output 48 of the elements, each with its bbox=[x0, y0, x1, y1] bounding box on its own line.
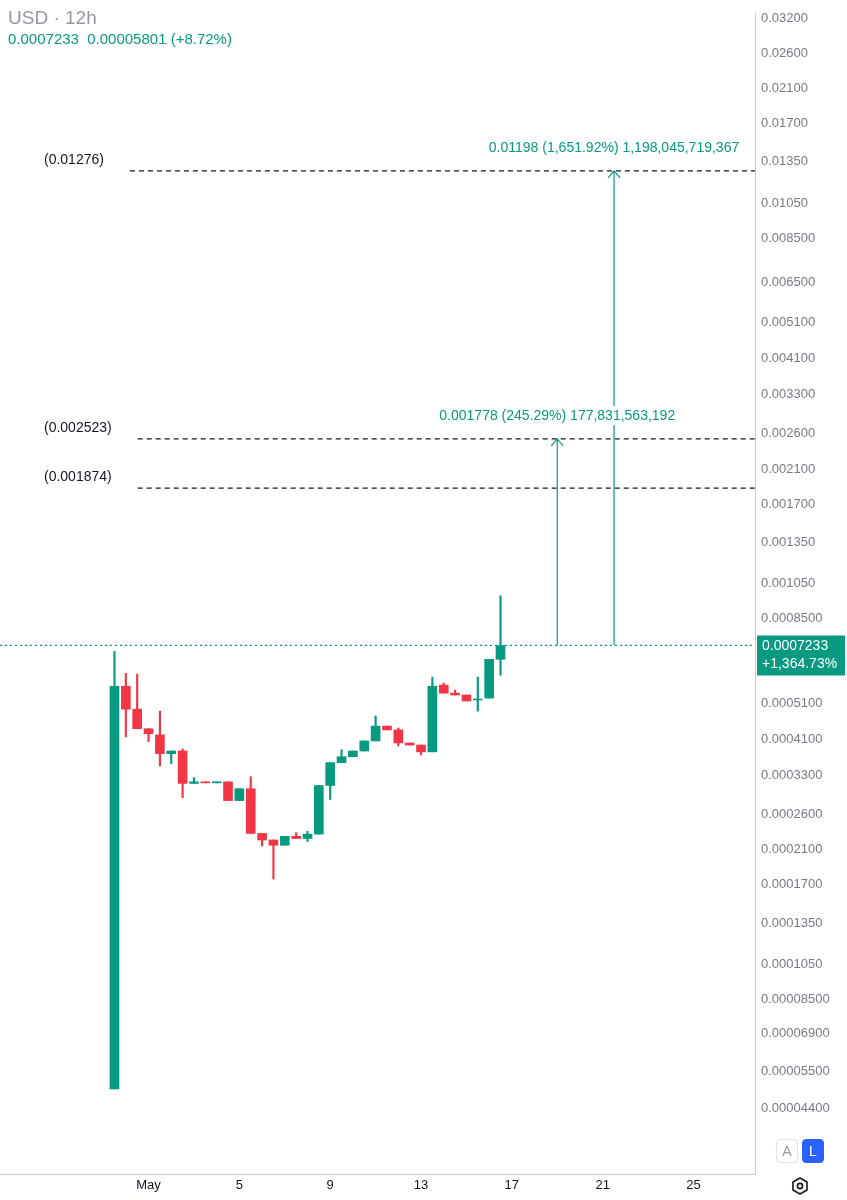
y-tick-label: 0.008500 bbox=[761, 229, 816, 245]
y-tick-label: 0.005100 bbox=[761, 314, 816, 330]
y-tick-label: 0.002600 bbox=[761, 425, 816, 441]
y-tick-label: 0.0008500 bbox=[761, 610, 823, 626]
annotation: 0.001778 (245.29%) 177,831,563,192 bbox=[439, 406, 676, 423]
y-tick-label: 0.0001350 bbox=[761, 914, 823, 930]
y-tick-label: 0.0001700 bbox=[761, 876, 823, 892]
y-tick-label: 0.0001050 bbox=[761, 956, 823, 972]
y-tick-label: 0.001700 bbox=[761, 495, 816, 511]
y-tick-label: 0.004100 bbox=[761, 350, 816, 366]
text: 0.0007233 0.00005801 (+8.72%) bbox=[8, 29, 232, 49]
y-tick-label: 0.02100 bbox=[761, 80, 808, 96]
y-tick-label: 0.02600 bbox=[761, 44, 808, 60]
text: A bbox=[776, 1139, 798, 1163]
y-tick-label: 0.006500 bbox=[761, 273, 816, 289]
text: L bbox=[802, 1139, 824, 1163]
y-tick-label: 0.0003300 bbox=[761, 766, 823, 782]
y-tick-label: 0.00005500 bbox=[761, 1062, 830, 1078]
x-tick-label: 9 bbox=[326, 1176, 334, 1192]
y-tick-label: 0.0004100 bbox=[761, 730, 823, 746]
y-tick-label: 0.002100 bbox=[761, 460, 816, 476]
y-tick-label: 0.0002600 bbox=[761, 806, 823, 822]
x-tick-label: 25 bbox=[686, 1176, 701, 1192]
x-tick-label: 13 bbox=[413, 1176, 429, 1192]
x-tick-label: 5 bbox=[235, 1176, 243, 1192]
y-tick-label: 0.03200 bbox=[761, 10, 808, 26]
ref-line-label: 0.0007233 bbox=[762, 637, 829, 654]
x-tick-label: 21 bbox=[595, 1176, 610, 1192]
candlestick bbox=[268, 839, 279, 880]
chart-title: USD · 12h bbox=[8, 6, 98, 30]
y-tick-label: 0.0002100 bbox=[761, 841, 823, 857]
x-tick-label: May bbox=[136, 1176, 162, 1192]
x-tick-label: 17 bbox=[504, 1176, 520, 1192]
y-tick-label: 0.00008500 bbox=[761, 991, 830, 1007]
y-tick-label: 0.0005100 bbox=[761, 694, 823, 710]
ref-line-label: (0.01276) bbox=[44, 150, 104, 167]
y-tick-label: 0.00004400 bbox=[761, 1099, 830, 1115]
y-tick-label: 0.01350 bbox=[761, 153, 808, 169]
annotation: 0.01198 (1,651.92%) 1,198,045,719,367 bbox=[488, 138, 740, 155]
ref-line-label: (0.002523) bbox=[44, 418, 112, 435]
y-tick-label: 0.01050 bbox=[761, 194, 808, 210]
y-tick-label: 0.001050 bbox=[761, 575, 816, 591]
y-tick-label: 0.00006900 bbox=[761, 1025, 830, 1041]
text: +1,364.73% bbox=[762, 655, 838, 672]
y-tick-label: 0.001350 bbox=[761, 533, 816, 549]
y-tick-label: 0.01700 bbox=[761, 115, 808, 131]
y-tick-label: 0.003300 bbox=[761, 386, 816, 402]
ref-line-label: (0.001874) bbox=[44, 467, 112, 484]
